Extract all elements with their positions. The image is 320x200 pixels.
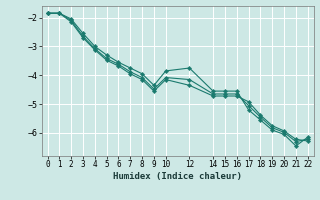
X-axis label: Humidex (Indice chaleur): Humidex (Indice chaleur) <box>113 172 242 181</box>
